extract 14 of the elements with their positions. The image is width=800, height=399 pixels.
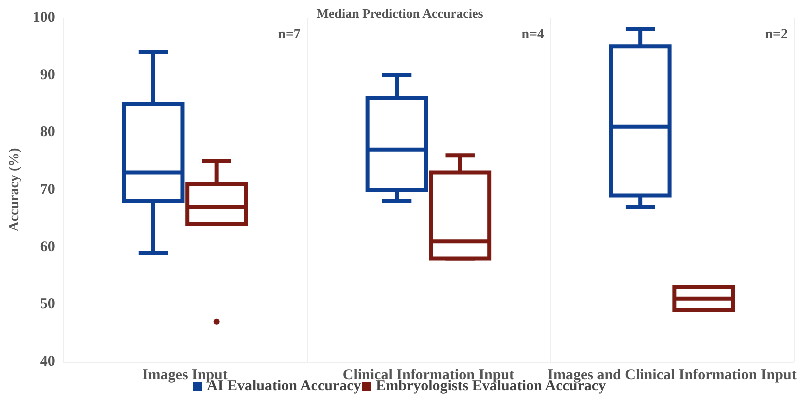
y-tick-label: 80	[40, 124, 56, 141]
y-tick-label: 60	[40, 239, 56, 256]
y-tick-label: 90	[40, 67, 56, 84]
y-tick-label: 100	[32, 10, 56, 26]
y-axis-title: Accuracy (%)	[8, 148, 22, 232]
x-tick-label: Images and Clinical Information Input	[548, 368, 797, 384]
annotation: n=2	[765, 28, 788, 42]
y-tick-label: 70	[40, 182, 56, 198]
chart-title: Median Prediction Accuracies	[316, 6, 484, 21]
annotation: n=4	[522, 28, 544, 42]
y-tick-label: 40	[40, 354, 56, 370]
x-tick-label: Images Input	[142, 368, 228, 384]
annotation: n=7	[278, 28, 301, 42]
y-tick-label: 50	[40, 296, 56, 313]
